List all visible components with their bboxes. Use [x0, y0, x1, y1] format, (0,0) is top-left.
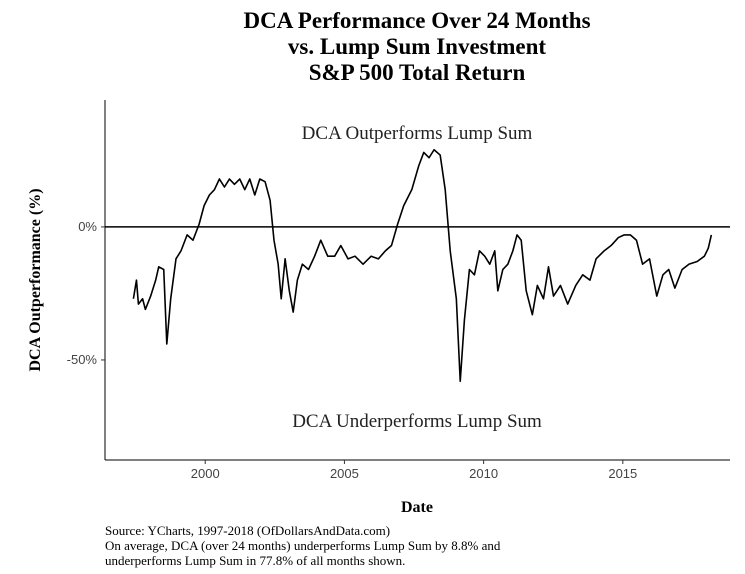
- note: Source: YCharts, 1997-2018 (OfDollarsAnd…: [105, 523, 390, 538]
- x-axis-label: Date: [401, 499, 433, 516]
- note: underperforms Lump Sum in 77.8% of all m…: [105, 553, 405, 568]
- annotation: DCA Underperforms Lump Sum: [292, 411, 542, 432]
- x-tick-label: 2015: [608, 466, 637, 481]
- note: On average, DCA (over 24 months) underpe…: [105, 538, 501, 553]
- x-tick-label: 2010: [469, 466, 498, 481]
- chart-title: S&P 500 Total Return: [309, 60, 526, 85]
- x-tick-label: 2000: [191, 466, 220, 481]
- x-tick-label: 2005: [330, 466, 359, 481]
- annotation: DCA Outperforms Lump Sum: [302, 123, 533, 144]
- y-tick-label: -50%: [67, 352, 98, 367]
- y-tick-label: 0%: [78, 219, 97, 234]
- y-axis-label: DCA Outperformance (%): [27, 188, 44, 371]
- chart-title: vs. Lump Sum Investment: [288, 34, 546, 59]
- data-line: [132, 148, 713, 383]
- chart-title: DCA Performance Over 24 Months: [243, 8, 590, 33]
